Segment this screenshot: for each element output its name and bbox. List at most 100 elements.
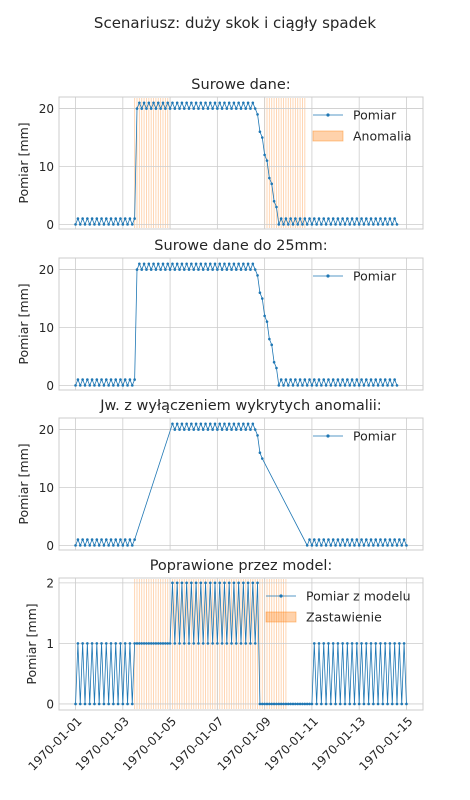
data-point <box>194 422 198 426</box>
data-point <box>388 538 392 541</box>
data-point <box>220 107 224 110</box>
data-point <box>178 642 181 645</box>
data-point <box>393 217 396 220</box>
data-point <box>197 642 200 645</box>
data-point <box>86 642 89 645</box>
data-point <box>213 581 217 585</box>
data-point <box>197 268 200 271</box>
data-point <box>327 378 330 381</box>
y-tick-label: 0 <box>46 539 54 553</box>
data-point <box>130 384 134 387</box>
data-point <box>322 378 326 381</box>
data-point <box>208 101 212 105</box>
data-point <box>171 101 174 105</box>
data-point <box>88 702 92 706</box>
data-point <box>353 544 356 547</box>
data-point <box>237 101 240 105</box>
data-point <box>225 428 229 431</box>
legend: Pomiar <box>313 429 397 444</box>
data-point <box>270 343 274 347</box>
data-point <box>312 378 316 381</box>
data-point <box>350 538 354 541</box>
data-point <box>223 101 226 105</box>
data-point <box>376 544 380 547</box>
data-point <box>107 544 110 547</box>
data-point <box>201 642 205 645</box>
data-point <box>119 538 122 541</box>
data-point <box>173 428 177 431</box>
series-points <box>74 262 399 387</box>
data-point <box>234 642 238 645</box>
data-point <box>374 642 378 645</box>
data-point <box>376 702 380 706</box>
data-point <box>357 702 361 706</box>
data-point <box>119 217 122 220</box>
data-point <box>312 538 316 541</box>
data-point <box>265 702 269 706</box>
data-point <box>149 642 153 645</box>
data-point <box>246 581 250 585</box>
data-point <box>275 366 278 370</box>
data-point <box>220 642 224 645</box>
data-point <box>381 702 385 706</box>
data-point <box>383 217 387 220</box>
data-point <box>161 101 165 105</box>
data-point <box>166 101 170 105</box>
data-point <box>334 384 337 387</box>
data-point <box>185 422 188 426</box>
data-point <box>242 262 245 266</box>
chart-panel-3: Jw. z wyłączeniem wykrytych anomalii: 0 10… <box>16 398 424 553</box>
data-point <box>112 544 115 547</box>
data-point <box>303 217 307 220</box>
data-point <box>232 422 236 426</box>
data-point <box>338 223 342 226</box>
data-point <box>76 217 80 220</box>
data-point <box>93 544 96 547</box>
data-point <box>213 422 217 426</box>
anomaly-band-group <box>134 98 306 228</box>
data-point <box>100 217 103 220</box>
data-point <box>178 428 181 431</box>
data-point <box>197 107 200 110</box>
data-point <box>178 268 181 271</box>
data-point <box>93 223 96 226</box>
data-point <box>116 544 120 547</box>
data-point <box>83 544 87 547</box>
data-point <box>338 544 342 547</box>
data-point <box>185 101 188 105</box>
legend-label: Anomalia <box>353 129 412 144</box>
data-point <box>227 101 231 105</box>
data-point <box>343 544 347 547</box>
data-point <box>289 378 292 381</box>
data-point <box>190 101 193 105</box>
data-point <box>331 378 335 381</box>
data-point <box>381 223 385 226</box>
data-point <box>97 544 101 547</box>
data-point <box>350 378 354 381</box>
data-point <box>315 544 318 547</box>
data-point <box>242 422 245 426</box>
data-point <box>383 538 387 541</box>
data-point <box>156 642 160 645</box>
data-point <box>126 544 129 547</box>
data-point <box>258 291 262 295</box>
data-point <box>166 262 170 266</box>
data-point <box>324 384 328 387</box>
data-point <box>327 217 330 220</box>
data-point <box>305 384 309 387</box>
data-point <box>286 223 290 226</box>
data-point <box>346 538 349 541</box>
data-point <box>107 384 110 387</box>
data-point <box>379 378 382 381</box>
data-point <box>291 223 295 226</box>
data-point <box>244 268 248 271</box>
data-point <box>83 223 87 226</box>
y-tick-label: 0 <box>46 218 54 232</box>
data-point <box>102 384 106 387</box>
legend-band-swatch <box>312 130 344 142</box>
data-point <box>253 268 257 271</box>
data-point <box>145 107 148 110</box>
data-point <box>175 101 179 105</box>
data-point <box>329 223 333 226</box>
data-point <box>164 107 167 110</box>
